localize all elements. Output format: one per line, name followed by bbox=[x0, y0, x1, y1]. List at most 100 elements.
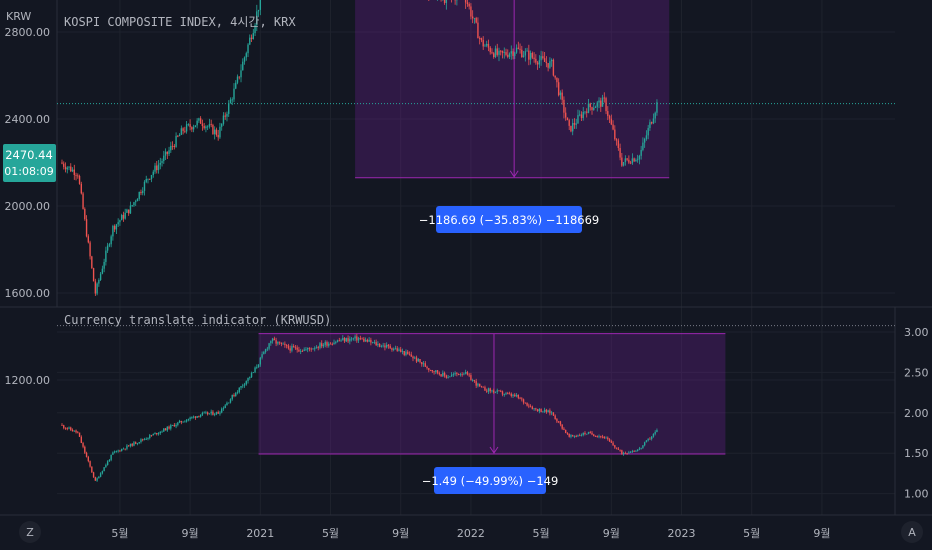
krwusd-candle-body bbox=[587, 432, 590, 434]
krwusd-candle-body bbox=[198, 416, 200, 417]
krwusd-candle-body bbox=[649, 438, 651, 440]
kospi-candle-body bbox=[468, 3, 470, 7]
krwusd-candle-body bbox=[142, 439, 144, 441]
kospi-candle-body bbox=[491, 52, 493, 54]
kospi-candle-body bbox=[596, 102, 598, 107]
krwusd-candle-body bbox=[464, 372, 467, 374]
kospi-candle-body bbox=[247, 44, 249, 54]
kospi-candle-body bbox=[250, 37, 253, 39]
krwusd-candle-body bbox=[598, 436, 600, 438]
kospi-candle-body bbox=[156, 165, 158, 171]
kospi-candle-body bbox=[143, 181, 146, 191]
kospi-candle-body bbox=[473, 18, 476, 19]
time-axis-label: 2021 bbox=[246, 527, 274, 540]
kospi-candle-body bbox=[180, 128, 183, 135]
krwusd-candle-body bbox=[168, 426, 170, 429]
krwusd-candle-body bbox=[591, 432, 593, 435]
krwusd-candle-body bbox=[519, 397, 521, 399]
kospi-candle-body bbox=[556, 77, 558, 83]
time-axis-label: 5월 bbox=[322, 527, 339, 540]
krwusd-candle-body bbox=[89, 461, 91, 467]
kospi-candle-body bbox=[603, 97, 605, 99]
kospi-candle-body bbox=[619, 147, 621, 158]
krwusd-candle-body bbox=[307, 347, 309, 350]
krwusd-candle-body bbox=[622, 453, 625, 455]
current-price-tag[interactable]: 2470.44 01:08:09 bbox=[3, 144, 56, 182]
krwusd-candle-body bbox=[443, 372, 446, 376]
kospi-candle-body bbox=[185, 124, 188, 132]
krwusd-candle-body bbox=[152, 434, 154, 436]
krwusd-candle-body bbox=[245, 381, 247, 385]
kospi-candle-body bbox=[636, 159, 639, 161]
krwusd-candle-body bbox=[526, 402, 528, 406]
kospi-candle-body bbox=[187, 124, 190, 126]
krwusd-candle-body bbox=[556, 419, 558, 422]
kospi-candle-body bbox=[161, 161, 163, 163]
kospi-candle-body bbox=[105, 250, 107, 262]
krwusd-candle-body bbox=[538, 409, 541, 412]
krwusd-candle-body bbox=[605, 437, 607, 439]
kospi-candle-body bbox=[178, 134, 181, 137]
left-axis-button[interactable]: Z bbox=[19, 521, 41, 543]
krwusd-candle-body bbox=[580, 435, 583, 436]
price-tag-value: 2470.44 bbox=[5, 148, 53, 162]
kospi-candle-body bbox=[493, 53, 495, 58]
auto-scale-button[interactable]: A bbox=[901, 521, 923, 543]
krwusd-candle-body bbox=[647, 438, 649, 441]
krwusd-candle-body bbox=[447, 376, 449, 378]
kospi-candle-body bbox=[526, 50, 528, 52]
krwusd-candle-body bbox=[638, 448, 641, 450]
kospi-candle-body bbox=[96, 283, 98, 294]
kospi-candle-body bbox=[206, 126, 209, 128]
kospi-candle-body bbox=[519, 48, 521, 50]
krwusd-candle-body bbox=[231, 394, 233, 400]
krwusd-candle-body bbox=[535, 408, 537, 410]
krwusd-candle-body bbox=[319, 343, 321, 348]
krwusd-candle-body bbox=[440, 374, 442, 377]
krwusd-candle-body bbox=[147, 437, 149, 439]
kospi-candle-body bbox=[257, 9, 260, 12]
kospi-candle-body bbox=[628, 159, 630, 163]
krwusd-candle-body bbox=[542, 411, 544, 413]
krwusd-candle-body bbox=[457, 373, 460, 375]
krwusd-candle-body bbox=[550, 412, 553, 414]
krwusd-candle-body bbox=[614, 445, 616, 448]
kospi-candle-body bbox=[184, 130, 186, 132]
krwusd-candle-body bbox=[85, 452, 88, 457]
krwusd-candle-body bbox=[354, 336, 356, 339]
kospi-candle-body bbox=[92, 268, 95, 282]
krwusd-candle-body bbox=[317, 347, 319, 348]
kospi-candle-body bbox=[84, 208, 86, 220]
krwusd-candle-body bbox=[640, 447, 642, 449]
kospi-candle-body bbox=[529, 52, 532, 60]
top-measure-label[interactable]: −1186.69 (−35.83%) −118669 bbox=[419, 206, 600, 233]
krwusd-candle-body bbox=[80, 436, 83, 443]
kospi-candle-body bbox=[249, 37, 251, 45]
bottom-y-tick-label: 2.00 bbox=[904, 407, 929, 420]
bottom-measure-label[interactable]: −1.49 (−49.99%) −149 bbox=[422, 467, 559, 494]
krwusd-candle-body bbox=[579, 435, 581, 437]
bottom-measure-label-bg bbox=[434, 467, 546, 494]
krwusd-candle-body bbox=[182, 421, 184, 423]
krwusd-candle-body bbox=[289, 348, 291, 351]
kospi-candle-body bbox=[170, 145, 172, 151]
krwusd-candle-body bbox=[566, 433, 569, 434]
kospi-candle-body bbox=[482, 40, 484, 47]
krwusd-candle-body bbox=[547, 410, 549, 413]
krwusd-candle-body bbox=[600, 436, 602, 438]
kospi-candle-body bbox=[563, 99, 565, 113]
kospi-candle-body bbox=[80, 183, 83, 194]
kospi-candle-body bbox=[152, 171, 154, 176]
krwusd-candle-body bbox=[589, 432, 591, 433]
krwusd-candle-body bbox=[438, 373, 441, 375]
krwusd-candle-body bbox=[356, 336, 358, 341]
krwusd-candle-body bbox=[536, 409, 539, 412]
krwusd-candle-body bbox=[522, 399, 525, 403]
krwusd-candle-body bbox=[643, 442, 646, 446]
kospi-candle-body bbox=[163, 155, 165, 162]
krwusd-candle-body bbox=[166, 426, 168, 431]
kospi-candle-body bbox=[587, 103, 590, 113]
kospi-candle-body bbox=[517, 47, 519, 49]
krwusd-candle-body bbox=[494, 391, 497, 393]
krwusd-candle-body bbox=[417, 359, 419, 362]
